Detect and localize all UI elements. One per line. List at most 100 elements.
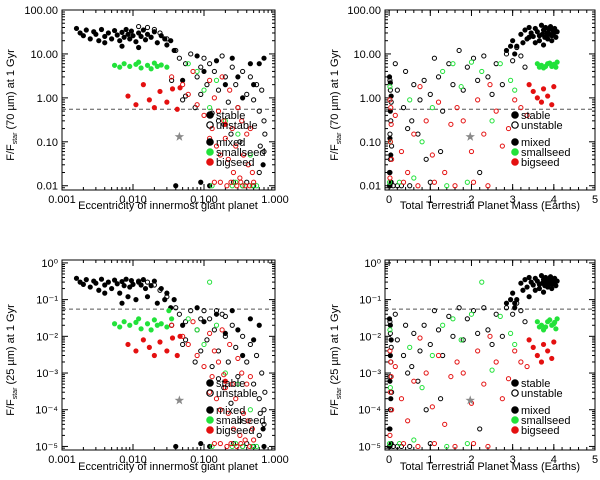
p4-point-unstable xyxy=(427,341,433,348)
p3-xtick-label: 0.001 xyxy=(48,454,76,466)
p4-ylabel-main: F/F xyxy=(329,399,341,416)
p2-ylabel: F/Fstar (70 µm) at 1 Gyr xyxy=(329,49,343,161)
p4-point-unstable xyxy=(400,352,407,359)
p4-ytick-label: 10⁻³ xyxy=(359,368,381,380)
p2-point-unstable xyxy=(464,64,470,70)
p3-point-bigseed-open xyxy=(247,373,253,380)
p1-point-unstable xyxy=(222,74,228,80)
p3-ylabel: F/Fstar (25 µm) at 1 Gyr xyxy=(5,304,19,416)
p1-point-bigseed-open xyxy=(211,95,217,101)
p4-point-mixed xyxy=(388,337,394,343)
p1-point-mixed xyxy=(251,82,257,88)
p2-legend-label-smallseed: smallseed xyxy=(521,147,571,159)
p1-point-bigseed xyxy=(164,99,170,105)
p2-point-bigseed-open xyxy=(481,131,487,137)
p3-point-stable xyxy=(93,280,99,286)
p1-point-bigseed-open xyxy=(247,125,253,132)
p4-point-unstable xyxy=(481,305,487,311)
p4-point-smallseed xyxy=(553,326,559,332)
p1-point-bigseed-open xyxy=(213,143,220,149)
p3-ytick-label: 10⁻² xyxy=(36,331,58,343)
p1-point-bigseed-open xyxy=(229,125,235,132)
p1-legend-label-stable: stable xyxy=(216,110,245,122)
p1-point-bigseed-open xyxy=(225,156,231,162)
p2-point-unstable xyxy=(440,108,446,114)
p3-point-smallseed-open xyxy=(185,316,191,322)
p3-point-stable xyxy=(133,297,139,303)
p2-point-bigseed xyxy=(538,99,545,105)
p2-point-stable xyxy=(534,29,540,35)
p1-point-mixed xyxy=(240,95,246,101)
p3-point-bigseed-open xyxy=(211,348,217,354)
p2-ytick-label: 100.00 xyxy=(347,5,381,17)
p3-point-unstable xyxy=(229,322,235,328)
p3-point-unstable xyxy=(256,396,262,402)
p2-point-smallseed-open xyxy=(464,179,470,185)
p2-ylabel-main: F/F xyxy=(329,144,341,161)
p1-point-unstable xyxy=(169,77,175,83)
p2-point-stable xyxy=(554,29,560,35)
p2-legend-marker-smallseed xyxy=(511,148,519,156)
p2-point-bigseed-open xyxy=(487,82,493,88)
p3-point-stable xyxy=(111,277,118,283)
p3-xtick-label: 0.100 xyxy=(190,454,218,466)
p1-point-unstable xyxy=(233,82,239,88)
p3-point-unstable xyxy=(211,327,217,333)
p3-point-bigseed-open xyxy=(247,443,253,450)
p3-point-bigseed-open xyxy=(215,359,222,365)
p3-legend-marker-unstable xyxy=(206,389,214,397)
p2-point-bigseed xyxy=(526,82,532,88)
p1-ylabel-sub: star xyxy=(12,132,19,144)
p1-point-mixed xyxy=(256,61,262,67)
p3-ylabel-sub: star xyxy=(12,387,19,399)
p3-point-bigseed xyxy=(140,337,146,343)
p4-point-bigseed xyxy=(534,352,540,359)
p3-point-mixed xyxy=(256,322,262,328)
p3-point-stable xyxy=(121,283,127,289)
p1-point-bigseed-open xyxy=(234,183,240,189)
p4-point-unstable xyxy=(440,352,446,359)
p1-point-bigseed-open xyxy=(238,179,244,185)
p3-point-stable xyxy=(114,281,120,287)
p2-point-bigseed-open xyxy=(448,121,454,127)
p2-point-bigseed-open xyxy=(388,105,394,111)
p1-point-smallseed xyxy=(164,64,170,70)
p2-point-unstable xyxy=(411,82,417,88)
p1-point-mixed xyxy=(229,55,235,61)
p3-point-smallseed xyxy=(127,322,133,328)
p4-point-unstable xyxy=(514,300,520,306)
p3-point-bigseed-open xyxy=(251,437,257,443)
p2-ylabel-rest: (70 µm) at 1 Gyr xyxy=(329,49,341,133)
p3-point-mixed xyxy=(194,305,200,311)
p1-point-bigseed xyxy=(125,93,131,99)
p2-point-unstable xyxy=(493,61,499,67)
p4-point-smallseed xyxy=(536,324,543,330)
p2-point-bigseed-open xyxy=(518,105,524,111)
p1-point-stable xyxy=(136,44,142,51)
p1-point-stable xyxy=(93,31,99,37)
p1-legend-label-mixed: mixed xyxy=(216,137,245,149)
p2-point-unstable xyxy=(522,64,528,70)
p1-point-stable xyxy=(121,34,127,40)
p4-point-bigseed xyxy=(526,337,532,343)
p1-point-bigseed xyxy=(140,82,146,88)
p3-point-unstable xyxy=(198,316,204,322)
p4-point-stable xyxy=(532,287,538,293)
p1-point-stable xyxy=(125,31,131,37)
p2-xtick-label: 2 xyxy=(468,194,474,206)
p4-point-bigseed-open xyxy=(435,352,442,359)
p1-point-unstable xyxy=(198,91,204,97)
p2-point-smallseed-open xyxy=(497,61,503,67)
p4-point-mixed xyxy=(503,300,510,306)
p2-point-stable xyxy=(547,23,554,30)
p2-point-smallseed xyxy=(536,64,543,70)
p4-point-smallseed-open xyxy=(497,313,503,319)
p2-point-unstable xyxy=(489,91,495,97)
p1-point-stable xyxy=(133,39,139,45)
p3-point-mixed xyxy=(247,316,253,322)
p1-legend-label-bigseed: bigseed xyxy=(216,157,255,169)
p3-point-stable xyxy=(127,284,133,290)
p1-point-unstable xyxy=(211,68,217,75)
p1-legend-marker-bigseed xyxy=(206,158,214,166)
